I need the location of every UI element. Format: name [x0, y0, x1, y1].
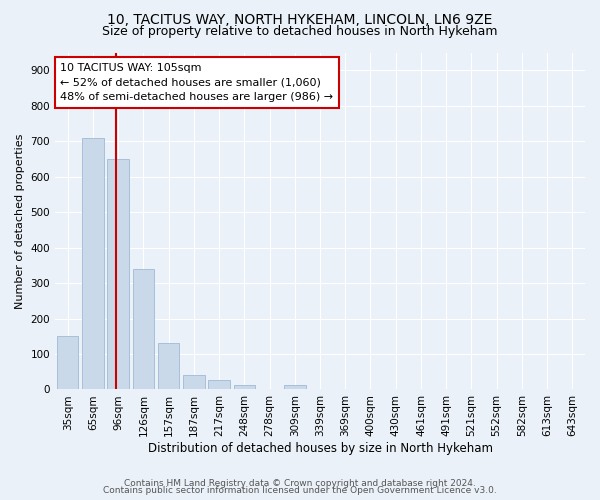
- Bar: [57, 336, 79, 390]
- Bar: [82, 138, 104, 390]
- Bar: [183, 376, 205, 390]
- X-axis label: Distribution of detached houses by size in North Hykeham: Distribution of detached houses by size …: [148, 442, 493, 455]
- Text: 10, TACITUS WAY, NORTH HYKEHAM, LINCOLN, LN6 9ZE: 10, TACITUS WAY, NORTH HYKEHAM, LINCOLN,…: [107, 12, 493, 26]
- Bar: [158, 344, 179, 390]
- Y-axis label: Number of detached properties: Number of detached properties: [15, 134, 25, 308]
- Text: Contains HM Land Registry data © Crown copyright and database right 2024.: Contains HM Land Registry data © Crown c…: [124, 478, 476, 488]
- Text: Size of property relative to detached houses in North Hykeham: Size of property relative to detached ho…: [102, 25, 498, 38]
- Bar: [133, 269, 154, 390]
- Bar: [107, 159, 129, 390]
- Text: Contains public sector information licensed under the Open Government Licence v3: Contains public sector information licen…: [103, 486, 497, 495]
- Bar: [208, 380, 230, 390]
- Bar: [233, 385, 255, 390]
- Bar: [284, 385, 305, 390]
- Text: 10 TACITUS WAY: 105sqm
← 52% of detached houses are smaller (1,060)
48% of semi-: 10 TACITUS WAY: 105sqm ← 52% of detached…: [61, 62, 334, 102]
